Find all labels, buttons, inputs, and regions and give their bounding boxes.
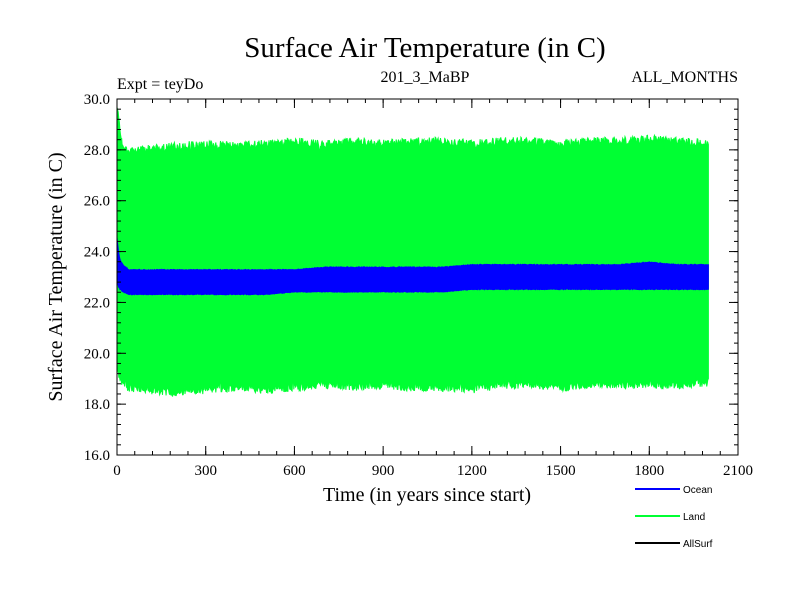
y-tick-label: 18.0 bbox=[84, 397, 110, 413]
y-tick-label: 24.0 bbox=[84, 245, 110, 261]
x-tick-label: 1200 bbox=[457, 463, 487, 479]
x-tick-label: 600 bbox=[283, 463, 306, 479]
y-tick-label: 20.0 bbox=[84, 346, 110, 362]
legend-label-land: Land bbox=[683, 512, 705, 523]
series-band-ocean bbox=[116, 237, 709, 296]
y-tick-label: 28.0 bbox=[84, 143, 110, 159]
y-tick-label: 16.0 bbox=[84, 448, 110, 464]
x-tick-label: 300 bbox=[194, 463, 217, 479]
x-tick-label: 0 bbox=[113, 463, 121, 479]
x-tick-label: 900 bbox=[372, 463, 395, 479]
chart-title: Surface Air Temperature (in C) bbox=[244, 32, 605, 64]
y-tick-label: 30.0 bbox=[84, 92, 110, 108]
series-band-land bbox=[116, 107, 709, 397]
run-label: 201_3_MaBP bbox=[381, 69, 470, 86]
legend: Ocean Land AllSurf bbox=[635, 485, 713, 550]
plot-frame bbox=[116, 98, 739, 456]
legend-label-ocean: Ocean bbox=[683, 485, 712, 496]
legend-label-allsurf: AllSurf bbox=[683, 539, 713, 550]
x-axis-label: Time (in years since start) bbox=[323, 484, 531, 506]
y-tick-label: 26.0 bbox=[84, 194, 110, 210]
series-layer bbox=[116, 107, 709, 397]
months-label: ALL_MONTHS bbox=[631, 69, 738, 86]
x-tick-label: 2100 bbox=[723, 463, 753, 479]
experiment-label: Expt = teyDo bbox=[117, 76, 203, 93]
x-tick-label: 1500 bbox=[546, 463, 576, 479]
plot-area: 0 300 600 900 1200 1500 1800 2100 16.0 18.0 20.0 2… bbox=[84, 92, 753, 479]
y-tick-label: 22.0 bbox=[84, 295, 110, 311]
x-axis: 0 300 600 900 1200 1500 1800 2100 bbox=[113, 99, 753, 479]
y-axis: 16.0 18.0 20.0 22.0 24.0 26.0 28.0 30.0 bbox=[84, 92, 738, 464]
y-axis-label: Surface Air Temperature (in C) bbox=[45, 152, 67, 401]
x-tick-label: 1800 bbox=[634, 463, 664, 479]
